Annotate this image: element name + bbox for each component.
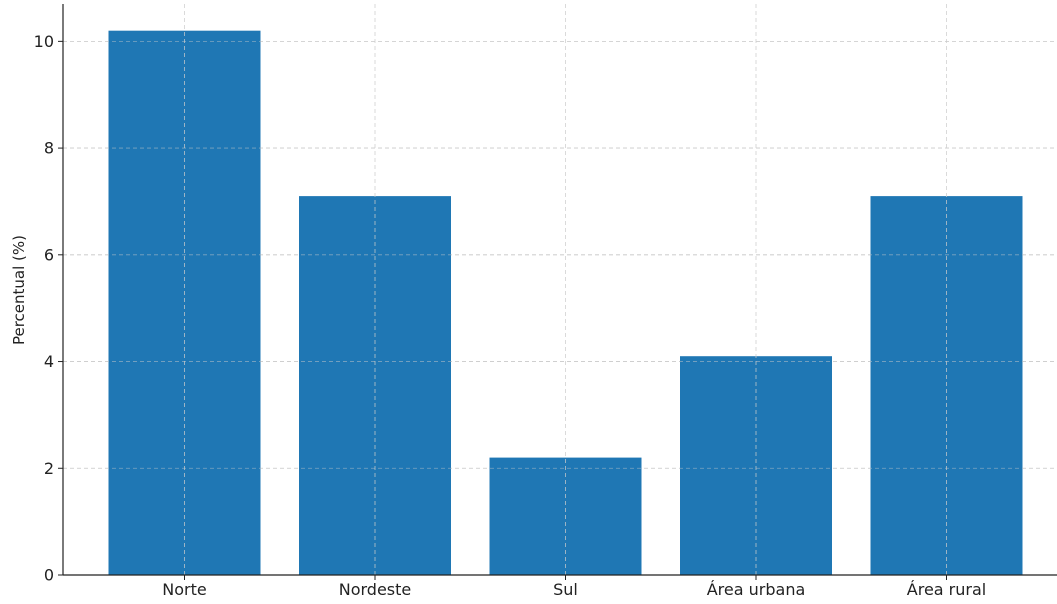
axes-layer xyxy=(62,4,1057,576)
y-tick-label: 8 xyxy=(44,139,54,158)
x-tick-label: Área rural xyxy=(907,580,986,599)
y-axis-label: Percentual (%) xyxy=(10,235,28,345)
x-tick-label: Nordeste xyxy=(339,580,412,599)
y-tick-label: 4 xyxy=(44,352,54,371)
x-tick-label: Sul xyxy=(553,580,578,599)
y-tick-label: 2 xyxy=(44,459,54,478)
ticks-layer: 0 2 4 6 8 10 Norte Nordeste Sul Área urbana Área r… xyxy=(34,32,987,599)
x-tick-label: Norte xyxy=(162,580,206,599)
x-tick-label: Área urbana xyxy=(707,580,806,599)
y-tick-label: 0 xyxy=(44,566,54,585)
grid-overlay-layer xyxy=(63,4,1057,575)
y-tick-label: 6 xyxy=(44,245,54,264)
y-tick-label: 10 xyxy=(34,32,54,51)
bar-norte xyxy=(108,30,261,575)
